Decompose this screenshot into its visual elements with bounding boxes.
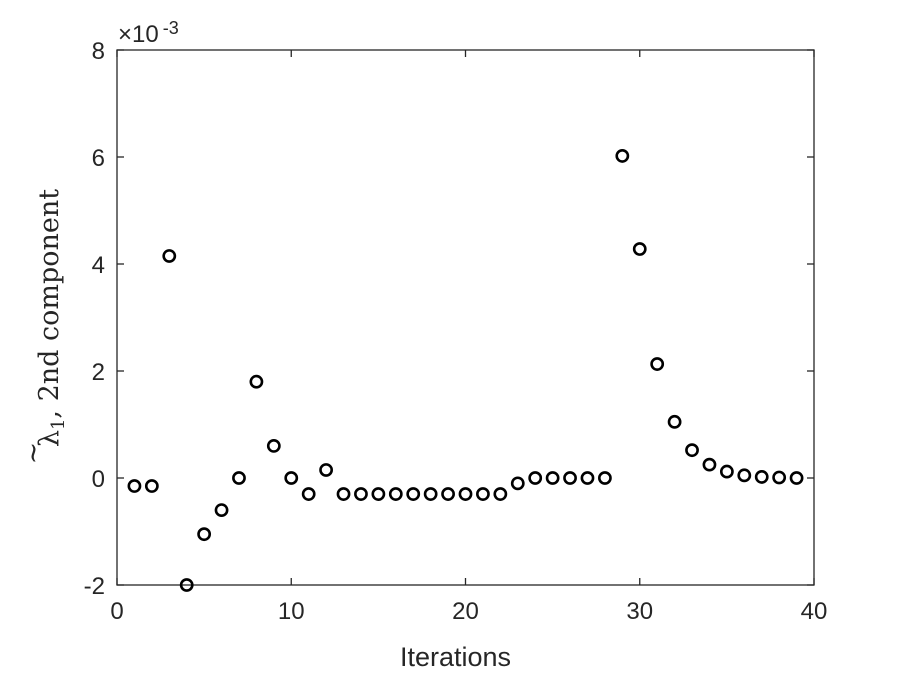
data-point [232, 471, 246, 485]
data-point [284, 471, 299, 485]
y-axis-multiplier-base: ×10 [118, 21, 159, 48]
data-point [249, 374, 264, 389]
y-axis-multiplier: ×10 -3 [118, 18, 179, 48]
data-point [371, 487, 386, 501]
data-point [423, 487, 438, 501]
y-tick-label: 0 [92, 466, 105, 493]
data-point [476, 487, 490, 501]
data-point [702, 457, 717, 472]
data-point [319, 463, 333, 477]
data-point [301, 487, 316, 501]
data-point [441, 487, 455, 501]
x-axis-label: Iterations [400, 642, 511, 672]
y-axis-label-symbol: λ [34, 430, 65, 447]
data-point [563, 471, 577, 485]
data-point [266, 438, 281, 453]
data-point [632, 242, 647, 256]
y-tick-label: -2 [84, 573, 105, 600]
y-tick-label: 2 [92, 359, 105, 386]
y-axis-label-subscript: 1 [48, 419, 69, 430]
svg-text:λ1, 2nd component: λ1, 2nd component [34, 189, 69, 447]
x-tick-label: 10 [278, 598, 305, 625]
plot-area [116, 49, 815, 586]
data-point [772, 470, 787, 485]
x-tick-label: 40 [801, 598, 828, 625]
data-point [144, 479, 159, 493]
data-point [667, 414, 682, 429]
y-tick-label: 6 [92, 145, 105, 172]
data-point [528, 471, 543, 485]
y-axis-label-suffix: , 2nd component [34, 189, 65, 419]
data-point [336, 487, 351, 501]
y-axis-label-tilde: ~ [18, 442, 49, 465]
data-point [179, 578, 194, 592]
data-point [162, 249, 177, 263]
y-tick-label: 8 [92, 38, 105, 65]
data-point [580, 471, 595, 485]
data-point [789, 471, 804, 485]
data-point [685, 443, 699, 458]
y-axis-multiplier-exponent: -3 [163, 18, 179, 38]
data-point [127, 479, 142, 493]
data-point [598, 471, 612, 485]
data-point [458, 487, 473, 501]
data-point [719, 464, 734, 479]
data-point [615, 149, 630, 163]
data-point [354, 487, 368, 501]
data-point [754, 470, 769, 484]
data-markers [127, 149, 804, 592]
data-point [545, 471, 560, 485]
data-point [197, 527, 212, 542]
data-point [406, 487, 421, 501]
y-axis-label: λ1, 2nd component [34, 189, 69, 447]
data-point [737, 468, 752, 483]
data-point [388, 487, 403, 501]
data-point [214, 503, 229, 517]
x-tick-label: 20 [452, 598, 479, 625]
data-point [510, 476, 525, 491]
axes-box [116, 49, 815, 586]
x-tick-label: 30 [626, 598, 653, 625]
x-tick-label: 0 [110, 598, 123, 625]
y-tick-label: 4 [92, 252, 105, 279]
data-point [493, 487, 508, 501]
data-point [650, 357, 665, 371]
